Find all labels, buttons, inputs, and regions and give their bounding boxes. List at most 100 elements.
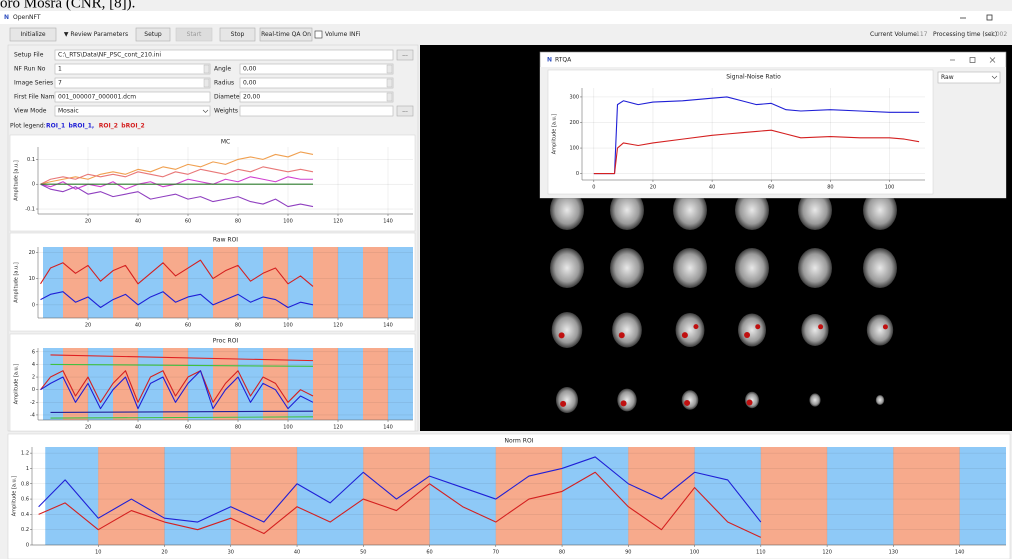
- protocol-block: [213, 247, 238, 318]
- x-tick-label: 40: [135, 425, 141, 431]
- x-tick-label: 100: [283, 219, 293, 225]
- form-input[interactable]: [55, 64, 210, 74]
- checkbox[interactable]: [315, 31, 322, 38]
- brain-slice: [738, 314, 766, 347]
- x-tick-label: 120: [333, 323, 343, 329]
- form-label: NF Run No: [14, 66, 46, 73]
- y-tick-label: 0: [576, 171, 579, 177]
- protocol-block: [288, 348, 313, 420]
- y-axis-label: Amplitude [a.u.]: [14, 160, 20, 201]
- brain-slice: [556, 387, 578, 413]
- form-input[interactable]: [240, 78, 393, 88]
- x-tick-label: 10: [95, 550, 101, 556]
- protocol-block: [363, 447, 429, 545]
- form-value: 0,00: [243, 66, 257, 73]
- x-tick-label: 80: [235, 323, 241, 329]
- screen: oro Mosra (CNR, [8]). N OpenNFT Initiali…: [0, 0, 1012, 559]
- current-volume: 117: [916, 31, 928, 38]
- activation-spot: [747, 399, 753, 405]
- protocol-block: [960, 447, 1006, 545]
- setup-file-value: C:\_RTS\Data\NF_PSC_cont_210.ini: [58, 52, 161, 59]
- brain-slice: [876, 395, 885, 405]
- activation-spot: [744, 332, 750, 338]
- protocol-block: [188, 247, 213, 318]
- x-tick-label: 60: [768, 185, 774, 191]
- x-tick-label: 130: [889, 550, 899, 556]
- protocol-block: [43, 247, 63, 318]
- x-tick-label: 80: [235, 425, 241, 431]
- spinner[interactable]: [387, 93, 392, 101]
- activation-spot: [559, 332, 565, 338]
- y-tick-label: 100: [569, 146, 579, 152]
- x-tick-label: 20: [85, 219, 91, 225]
- form-value: 1: [58, 66, 62, 73]
- plot-legend-item: bROI_1,: [69, 123, 95, 130]
- activation-spot: [560, 401, 566, 407]
- x-tick-label: 80: [559, 550, 565, 556]
- brain-slice: [863, 248, 897, 288]
- x-tick-label: 140: [955, 550, 965, 556]
- toolbar-button-label: Start: [187, 31, 202, 38]
- y-tick-label: 4: [32, 362, 35, 368]
- chart-title: Norm ROI: [505, 438, 534, 445]
- protocol-block: [338, 348, 363, 420]
- brain-slice: [735, 248, 769, 288]
- brain-slice: [745, 392, 759, 408]
- form-input[interactable]: [240, 106, 393, 116]
- activation-spot: [755, 324, 760, 329]
- x-tick-label: 80: [235, 219, 241, 225]
- form-label: View Mode: [14, 108, 47, 115]
- form-input[interactable]: [240, 64, 393, 74]
- protocol-block: [113, 348, 138, 420]
- form-label: Setup File: [14, 52, 44, 59]
- x-tick-label: 120: [333, 219, 343, 225]
- x-tick-label: 80: [827, 185, 833, 191]
- chart-title: Proc ROI: [213, 338, 239, 345]
- spinner[interactable]: [387, 65, 392, 73]
- protocol-block: [363, 348, 388, 420]
- activation-spot: [883, 324, 888, 329]
- protocol-block: [297, 447, 363, 545]
- brain-slice: [798, 248, 832, 288]
- x-tick-label: 100: [885, 185, 895, 191]
- x-tick-label: 50: [360, 550, 366, 556]
- activation-spot: [682, 332, 688, 338]
- brain-slice: [676, 313, 705, 347]
- protocol-block: [893, 447, 959, 545]
- protocol-block: [761, 447, 827, 545]
- protocol-block: [165, 447, 231, 545]
- protocol-block: [313, 348, 338, 420]
- brain-slice: [612, 313, 642, 348]
- x-tick-label: 100: [283, 323, 293, 329]
- x-tick-label: 20: [650, 185, 656, 191]
- x-tick-label: 120: [822, 550, 832, 556]
- brain-slice: [867, 315, 893, 346]
- window-title: OpenNFT: [13, 14, 41, 21]
- protocol-block: [263, 247, 288, 318]
- y-tick-label: -0.1: [25, 207, 35, 213]
- spinner[interactable]: [204, 79, 209, 87]
- protocol-block: [388, 247, 413, 318]
- browse-label: ...: [402, 107, 408, 114]
- x-tick-label: 60: [426, 550, 432, 556]
- protocol-block: [496, 447, 562, 545]
- x-tick-label: 90: [625, 550, 631, 556]
- protocol-block: [98, 447, 164, 545]
- x-tick-label: 60: [185, 323, 191, 329]
- plot-legend-item: ROI_1: [46, 123, 65, 130]
- y-tick-label: 1.2: [21, 451, 29, 457]
- y-tick-label: 0: [32, 302, 35, 308]
- y-tick-label: -4: [30, 412, 35, 418]
- protocol-block: [288, 247, 313, 318]
- form-input[interactable]: [55, 78, 210, 88]
- spinner[interactable]: [387, 79, 392, 87]
- plot-legend-item: bROI_2: [121, 123, 144, 130]
- spinner[interactable]: [204, 65, 209, 73]
- protocol-block: [695, 447, 761, 545]
- protocol-block: [363, 247, 388, 318]
- form-input[interactable]: [240, 92, 393, 102]
- app-icon: N: [4, 14, 9, 21]
- y-axis-label: Amplitude [a.u.]: [14, 364, 20, 405]
- rtqa-title: RTQA: [555, 57, 572, 64]
